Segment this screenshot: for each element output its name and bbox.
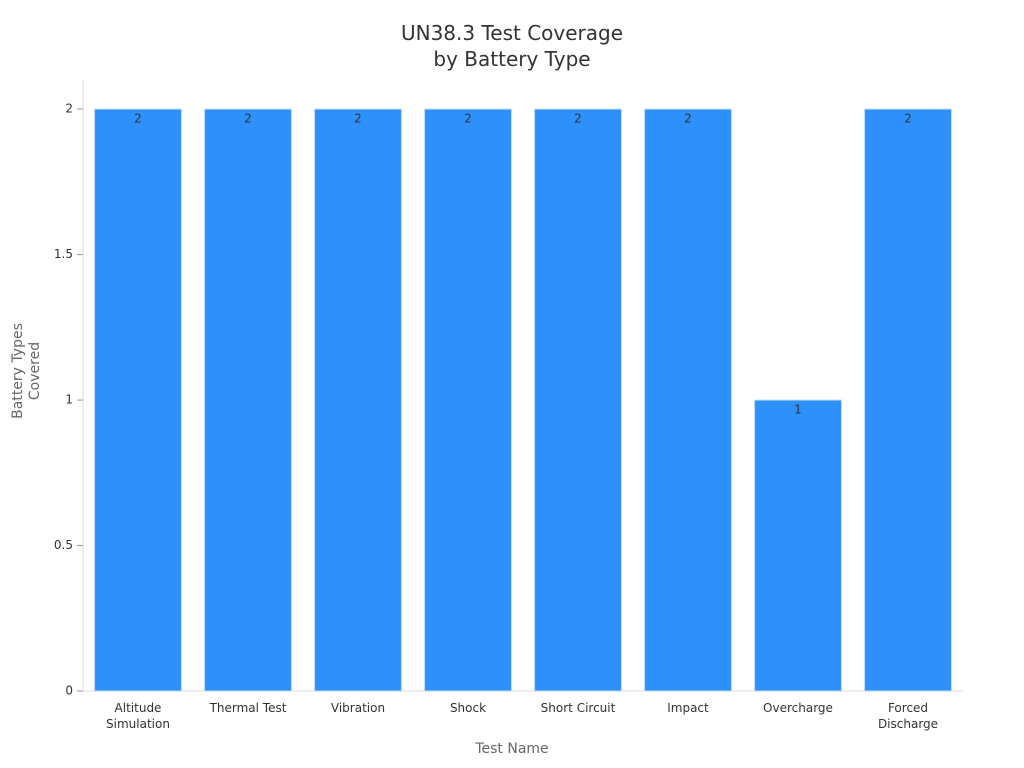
value-label: 2: [134, 112, 142, 126]
y-tick-label: 2: [65, 102, 73, 116]
bar: [204, 108, 292, 692]
value-label: 2: [904, 112, 912, 126]
x-tick-label: Altitude Simulation: [106, 701, 170, 731]
x-axis-label: Test Name: [475, 741, 549, 757]
value-label: 2: [464, 112, 472, 126]
x-tick-label: Forced Discharge: [877, 701, 939, 731]
bar: [424, 108, 512, 692]
value-label: 2: [574, 112, 582, 126]
bar: [864, 108, 952, 692]
x-tick-label: Thermal Test: [209, 701, 287, 715]
x-tick-label: Vibration: [330, 701, 386, 715]
bar: [644, 108, 732, 692]
x-tick-label: Shock: [449, 701, 487, 715]
chart-title: UN38.3 Test Coverage by Battery Type: [400, 21, 624, 71]
bar: [314, 108, 402, 692]
y-axis-label: Battery Types Covered: [10, 323, 43, 419]
value-label: 2: [244, 112, 252, 126]
x-tick-label: Short Circuit: [540, 701, 616, 715]
y-tick-label: 0: [65, 684, 73, 698]
y-tick-label: 1: [65, 393, 73, 407]
y-tick-label: 1.5: [54, 247, 73, 261]
value-label: 2: [684, 112, 692, 126]
bar: [754, 399, 842, 692]
value-label: 1: [794, 403, 802, 417]
x-tick-label: Overcharge: [763, 701, 833, 715]
value-label: 2: [354, 112, 362, 126]
x-tick-label: Impact: [667, 701, 709, 715]
y-tick-label: 0.5: [54, 538, 73, 552]
bar: [94, 108, 182, 692]
bar: [534, 108, 622, 692]
